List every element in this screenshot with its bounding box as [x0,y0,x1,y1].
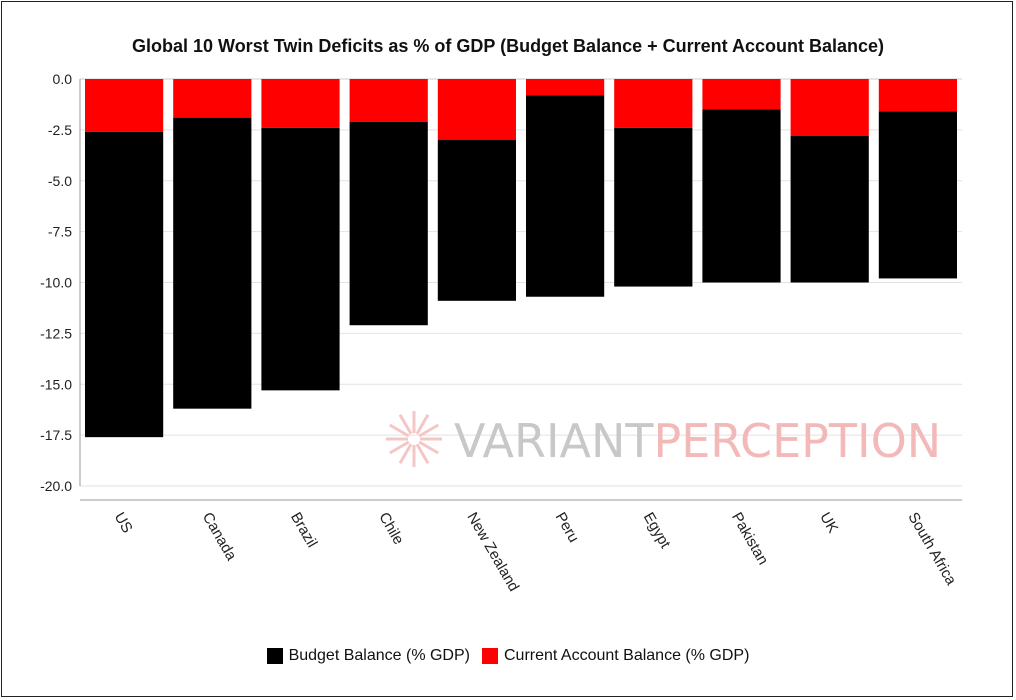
bar-current-account [85,79,164,132]
y-tick-label: -15.0 [40,376,72,392]
watermark-logo [386,411,442,467]
bar-current-account [614,79,693,128]
legend-swatch-budget [266,648,283,664]
bar-current-account [173,79,252,118]
x-tick-label: US [111,510,136,537]
watermark-text-variant: VARIANT [454,414,654,468]
watermark-ray [418,423,439,438]
watermark-ray [389,440,410,455]
x-tick-label: Brazil [287,510,320,551]
x-tick-label: UK [816,510,841,537]
bar-current-account [878,79,957,112]
stacked-bar-chart: 0.0 -2.5 -5.0 -7.5 -10.0 -12.5 -15.0 -17.5 -20.0… [40,71,962,595]
watermark-ray [415,414,430,435]
bar-budget [261,127,340,391]
watermark-ray [415,443,430,464]
bar-current-account [702,79,781,110]
chart-title: Global 10 Worst Twin Deficits as % of GD… [132,36,884,56]
bar-budget [878,111,957,279]
x-tick-label: Canada [199,510,240,565]
x-tick-label: Peru [552,510,583,546]
y-tick-label: -5.0 [48,173,72,189]
legend-item-current-account: Current Account Balance (% GDP) [481,647,750,665]
legend-swatch-current-account [481,648,498,664]
watermark-ray [398,414,413,435]
bar-budget [173,117,252,409]
y-tick-label: -20.0 [40,478,72,494]
legend-item-budget: Budget Balance (% GDP) [266,647,470,665]
y-tick-label: 0.0 [53,71,73,87]
watermark-text: VARIANTPERCEPTION [454,414,941,468]
x-tick-label: Pakistan [728,510,771,568]
watermark-ray [418,440,439,455]
y-tick-label: -2.5 [48,122,72,138]
chart-legend: Budget Balance (% GDP) Current Account B… [2,647,1014,665]
bar-budget [85,131,164,438]
bar-current-account [526,79,605,96]
bar-current-account [261,79,340,128]
legend-label-budget: Budget Balance (% GDP) [288,647,470,664]
legend-label-current-account: Current Account Balance (% GDP) [503,647,750,664]
watermark-ray [398,443,413,464]
watermark-text-perception: PERCEPTION [654,414,942,468]
watermark-ray [389,423,410,438]
x-tick-label: Chile [375,510,407,548]
y-tick-label: -17.5 [40,427,72,443]
x-tick-label: New Zealand [463,510,522,595]
y-tick-label: -12.5 [40,325,72,341]
bar-current-account [349,79,428,122]
bar-budget [614,127,693,287]
y-tick-label: -10.0 [40,275,72,291]
bar-budget [437,140,516,301]
bar-current-account [437,79,516,141]
bar-budget [702,109,781,283]
y-tick-label: -7.5 [48,224,72,240]
x-tick-label: South Africa [904,510,959,589]
bar-budget [790,135,869,283]
bar-budget [526,95,605,297]
x-tick-label: Egypt [640,510,674,552]
bar-current-account [790,79,869,136]
bar-budget [349,121,428,326]
